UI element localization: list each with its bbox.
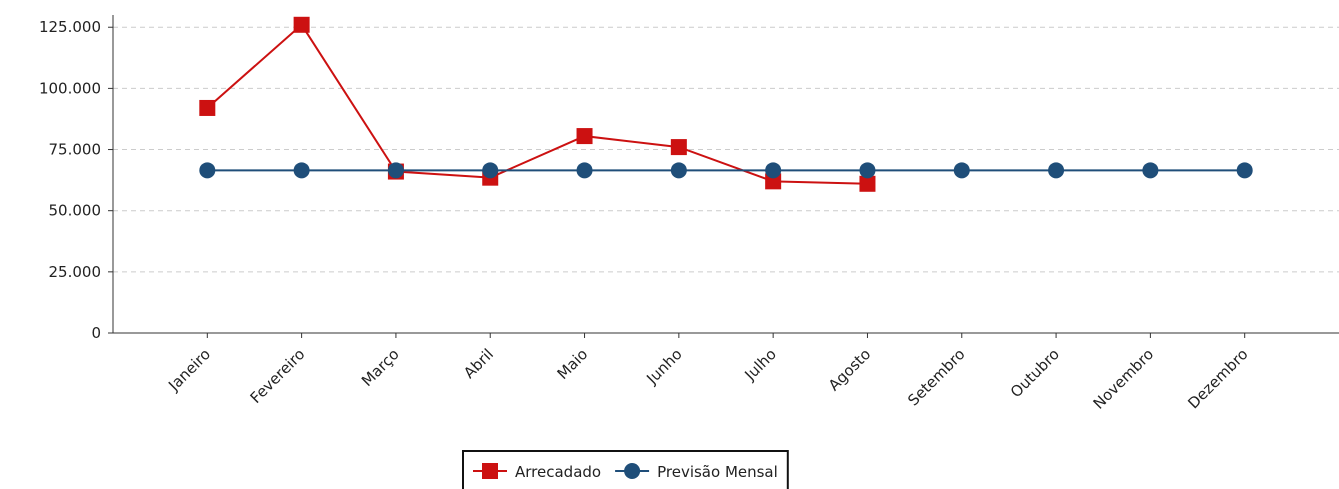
legend-marker xyxy=(624,463,641,479)
y-tick-label: 50.000 xyxy=(49,202,102,220)
marker xyxy=(293,162,310,179)
marker xyxy=(859,175,876,192)
marker xyxy=(1142,162,1159,179)
x-tick-label: Julho xyxy=(741,345,780,384)
x-tick-label: Outubro xyxy=(1007,345,1063,401)
marker xyxy=(387,162,404,179)
y-tick-label: 25.000 xyxy=(49,263,102,281)
x-tick-label: Março xyxy=(358,345,403,390)
marker xyxy=(670,162,687,179)
marker xyxy=(670,139,687,156)
x-tick-label: Janeiro xyxy=(164,345,214,395)
x-tick-label: Novembro xyxy=(1090,345,1158,413)
x-tick-label: Abril xyxy=(460,345,497,382)
x-tick-label: Setembro xyxy=(904,345,968,409)
x-tick-label: Agosto xyxy=(825,345,874,394)
legend-label: Arrecadado xyxy=(515,463,601,481)
x-tick-label: Dezembro xyxy=(1184,345,1251,412)
marker xyxy=(576,162,593,179)
x-tick-label: Fevereiro xyxy=(247,345,309,407)
x-tick-label: Maio xyxy=(554,345,592,383)
marker xyxy=(765,162,782,179)
marker xyxy=(576,128,593,145)
marker xyxy=(765,173,782,190)
legend-marker xyxy=(482,463,498,479)
marker xyxy=(1236,162,1253,179)
marker xyxy=(953,162,970,179)
y-tick-label: 125.000 xyxy=(39,18,101,36)
legend: Arrecadado Previsão Mensal xyxy=(462,450,789,489)
marker xyxy=(293,16,310,33)
series-line xyxy=(206,23,868,185)
marker xyxy=(199,162,216,179)
y-tick-label: 0 xyxy=(91,324,101,342)
marker xyxy=(199,99,216,116)
legend-label: Previsão Mensal xyxy=(657,463,778,481)
marker xyxy=(482,162,499,179)
x-tick-label: Junho xyxy=(642,345,685,388)
marker xyxy=(859,162,876,179)
marker xyxy=(1048,162,1065,179)
y-tick-label: 75.000 xyxy=(49,141,102,159)
y-tick-label: 100.000 xyxy=(39,79,101,97)
